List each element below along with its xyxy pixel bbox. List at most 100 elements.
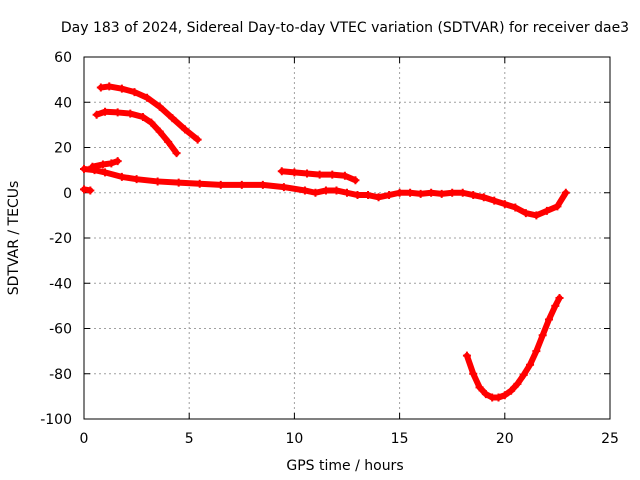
y-tick-label: -20 [49,231,72,247]
y-tick-label: 20 [54,141,72,157]
data-point [180,125,189,134]
y-tick-label: 40 [54,95,72,111]
x-axis-label: GPS time / hours [286,458,403,474]
x-tick-label: 20 [496,431,514,447]
data-point [542,206,551,215]
data-point [153,177,162,186]
data-point [164,137,173,146]
data-point [195,179,204,188]
data-point [80,185,88,194]
data-point [458,188,467,197]
data-point [469,369,478,378]
data-point [155,102,164,111]
data-point [332,186,341,195]
data-point [544,315,553,324]
data-point [86,186,95,195]
data-point [130,88,139,97]
data-point [385,191,394,200]
data-point [437,189,446,198]
data-point [101,107,110,116]
series-trace [463,294,563,401]
data-point [500,391,509,400]
y-axis-label: SDTVAR / TECUs [6,181,22,296]
grid-lines [84,57,610,419]
data-point [526,360,535,369]
series-arc-mid [277,167,360,185]
data-point [107,159,116,168]
data-point [174,178,183,187]
data-point [448,188,457,197]
data-point [96,83,105,92]
data-point [481,390,490,399]
series-arc-lower-u [462,293,564,402]
series-arc-short-low [80,185,95,195]
data-point [117,172,126,181]
data-point [300,186,309,195]
data-point [193,135,202,144]
x-tick-label: 10 [285,431,303,447]
data-point [216,180,225,189]
data-point [538,331,547,340]
data-point [513,379,522,388]
data-point [303,169,312,178]
data-point [475,383,484,392]
data-point [479,193,488,202]
data-point [494,393,503,402]
axis-ticks: 0 5 10 15 20 25 -100 -80 -60 -40 -20 0 20 40 60 [40,50,619,447]
y-tick-label: 60 [54,50,72,66]
data-point [168,114,177,123]
data-point [132,175,141,184]
data-point [469,191,478,200]
series-arc-short-hump [88,157,122,171]
data-point [147,118,156,127]
data-point [416,189,425,198]
x-tick-label: 15 [391,431,409,447]
data-point [553,202,562,211]
series-arc-upper-47 [96,82,202,144]
data-point [353,191,362,200]
data-point [237,180,246,189]
data-point [519,370,528,379]
x-tick-label: 5 [185,431,194,447]
y-tick-label: -80 [49,367,72,383]
series-arc-main [80,164,570,220]
data-point [340,171,349,180]
data-point [555,293,564,302]
data-point [490,196,499,205]
data-point [343,188,351,197]
data-point [351,176,360,185]
data-point [290,168,299,177]
data-point [98,160,107,169]
data-point [427,188,436,197]
data-point [328,170,337,179]
data-point [172,149,181,158]
data-point [551,301,560,310]
data-point [462,351,471,360]
data-point [88,162,97,171]
y-tick-label: -40 [49,276,72,292]
data-point [395,188,404,197]
data-point [521,209,530,218]
data-point [561,188,570,197]
data-point [117,84,126,93]
data-point [406,188,415,197]
data-point [277,167,286,176]
data-point [507,386,516,395]
data-point [138,112,147,121]
data-point [155,127,164,136]
data-point [511,203,520,212]
data-point [126,109,135,118]
data-point [113,108,122,117]
y-tick-label: -100 [40,412,72,428]
y-tick-label: -60 [49,322,72,338]
chart-title: Day 183 of 2024, Sidereal Day-to-day VTE… [61,20,629,36]
data-point [374,193,383,202]
series-arc-upper-35 [92,107,181,158]
data-series [80,82,570,402]
data-point [279,183,288,192]
data-point [311,188,320,197]
data-point [321,186,330,195]
data-point [143,93,152,102]
